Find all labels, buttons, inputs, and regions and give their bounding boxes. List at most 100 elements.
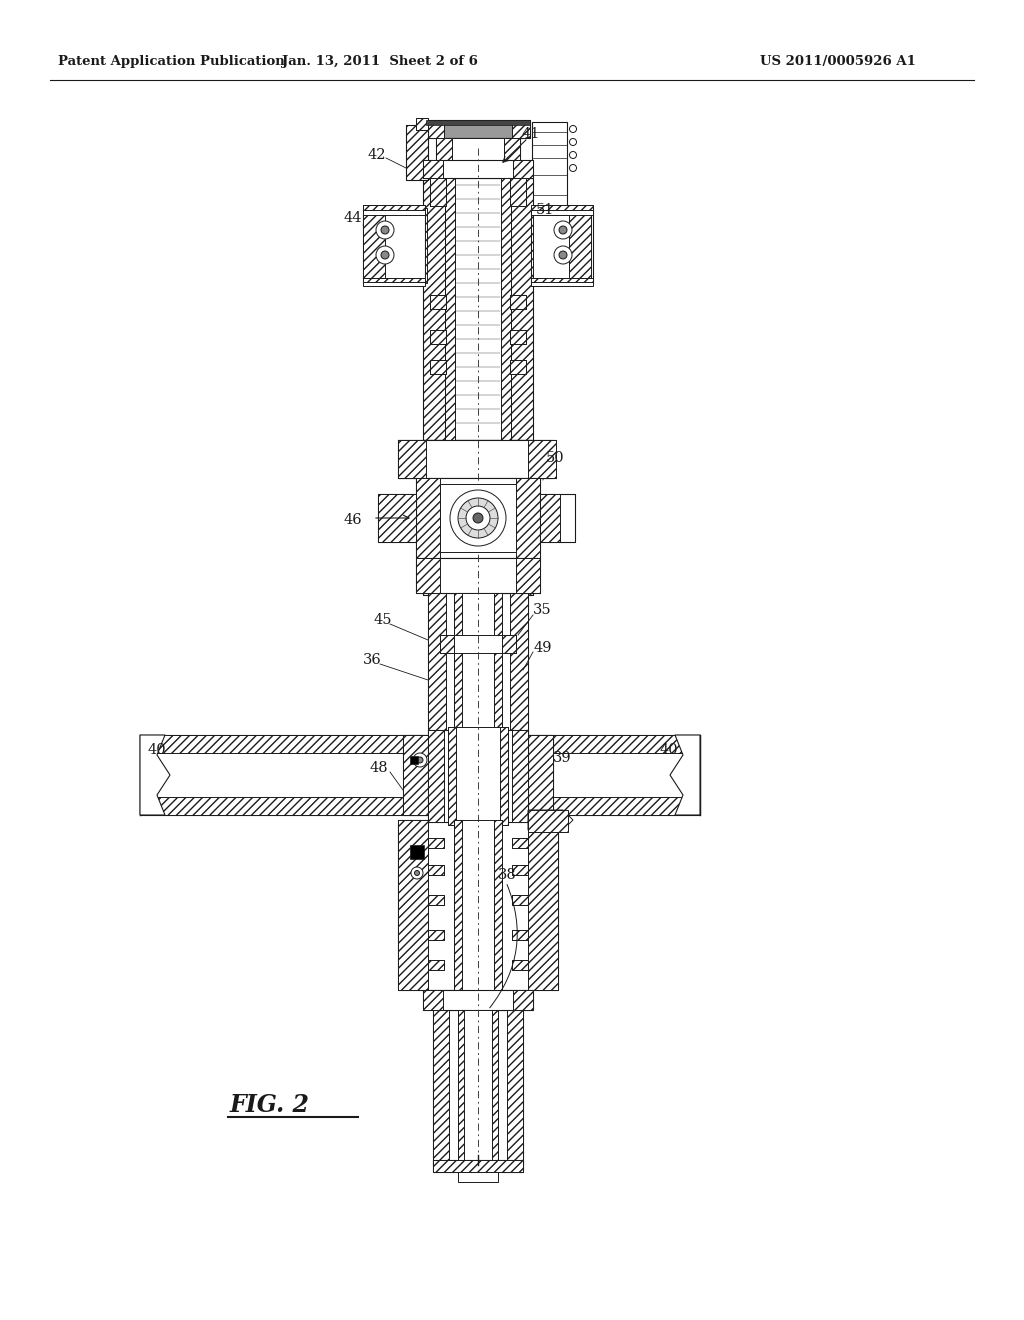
Text: 50: 50 xyxy=(546,451,564,465)
Bar xyxy=(510,330,526,345)
Circle shape xyxy=(376,220,394,239)
Bar xyxy=(531,279,593,286)
Bar xyxy=(423,178,534,440)
Bar xyxy=(569,209,591,282)
Bar xyxy=(426,120,530,139)
Bar xyxy=(403,735,553,814)
Bar xyxy=(513,990,534,1010)
Bar xyxy=(423,178,445,440)
Bar xyxy=(512,960,528,970)
Bar xyxy=(430,330,446,345)
Bar xyxy=(532,121,567,213)
Bar xyxy=(540,494,560,543)
Text: Patent Application Publication: Patent Application Publication xyxy=(58,55,285,69)
Bar xyxy=(458,1172,498,1181)
Bar xyxy=(430,360,446,374)
Bar xyxy=(430,178,446,206)
Bar xyxy=(425,209,427,282)
Bar xyxy=(398,820,558,990)
Bar xyxy=(433,1160,523,1172)
Bar xyxy=(518,735,700,814)
Bar xyxy=(445,178,455,440)
Circle shape xyxy=(554,220,572,239)
Text: 41: 41 xyxy=(522,127,541,141)
Bar xyxy=(510,294,526,309)
Bar xyxy=(423,160,534,178)
Bar xyxy=(458,1010,464,1166)
Bar xyxy=(430,178,446,206)
Circle shape xyxy=(413,752,427,767)
Text: 44: 44 xyxy=(344,211,362,224)
Circle shape xyxy=(559,251,567,259)
Bar xyxy=(428,960,444,970)
Bar xyxy=(440,635,516,653)
Bar xyxy=(362,205,425,215)
Bar xyxy=(528,820,558,990)
Bar xyxy=(362,279,425,286)
Polygon shape xyxy=(528,810,573,830)
Bar xyxy=(512,865,528,875)
Bar xyxy=(428,730,444,822)
Bar xyxy=(378,494,416,543)
Bar xyxy=(423,990,443,1010)
Text: 49: 49 xyxy=(534,642,552,655)
Bar xyxy=(512,838,528,847)
Circle shape xyxy=(381,251,389,259)
Bar xyxy=(416,558,440,593)
Bar xyxy=(403,735,431,814)
Bar xyxy=(510,360,526,374)
Bar xyxy=(502,635,516,653)
Bar xyxy=(452,139,504,160)
Bar xyxy=(398,440,553,478)
Bar xyxy=(410,845,424,859)
Bar xyxy=(423,440,534,595)
Bar xyxy=(445,178,511,440)
Bar xyxy=(140,735,438,752)
Bar xyxy=(433,1010,449,1166)
Bar xyxy=(362,209,385,282)
Bar xyxy=(512,838,528,847)
Bar xyxy=(458,1010,498,1166)
Bar xyxy=(531,209,534,282)
Text: 38: 38 xyxy=(498,869,517,882)
Bar xyxy=(428,838,444,847)
Bar xyxy=(433,1160,523,1172)
Text: 46: 46 xyxy=(343,513,361,527)
Bar xyxy=(501,178,511,440)
Bar xyxy=(362,205,425,210)
Bar xyxy=(416,478,540,558)
Bar xyxy=(512,120,530,139)
Bar xyxy=(398,440,426,478)
Bar xyxy=(362,209,425,282)
Bar xyxy=(449,727,456,825)
Text: 42: 42 xyxy=(368,148,386,162)
Text: 39: 39 xyxy=(553,751,571,766)
Text: 51: 51 xyxy=(536,203,554,216)
Bar xyxy=(430,360,446,374)
Circle shape xyxy=(569,165,577,172)
Bar xyxy=(510,178,526,206)
Circle shape xyxy=(569,139,577,145)
Bar xyxy=(428,730,528,822)
Bar xyxy=(428,865,444,875)
Bar xyxy=(440,635,454,653)
Bar xyxy=(423,160,443,178)
Circle shape xyxy=(417,756,423,763)
Bar xyxy=(492,1010,498,1166)
Bar xyxy=(531,209,593,282)
Polygon shape xyxy=(140,735,170,814)
Bar xyxy=(507,1010,523,1166)
Circle shape xyxy=(381,226,389,234)
Bar xyxy=(428,895,444,906)
Bar xyxy=(512,865,528,875)
Bar xyxy=(512,931,528,940)
Bar xyxy=(428,865,444,875)
Bar xyxy=(428,838,444,847)
Bar xyxy=(436,139,520,160)
Circle shape xyxy=(415,870,420,875)
Bar xyxy=(398,820,428,990)
Bar xyxy=(525,735,553,814)
Bar xyxy=(528,810,568,832)
Bar xyxy=(416,558,540,593)
Bar xyxy=(440,484,516,552)
